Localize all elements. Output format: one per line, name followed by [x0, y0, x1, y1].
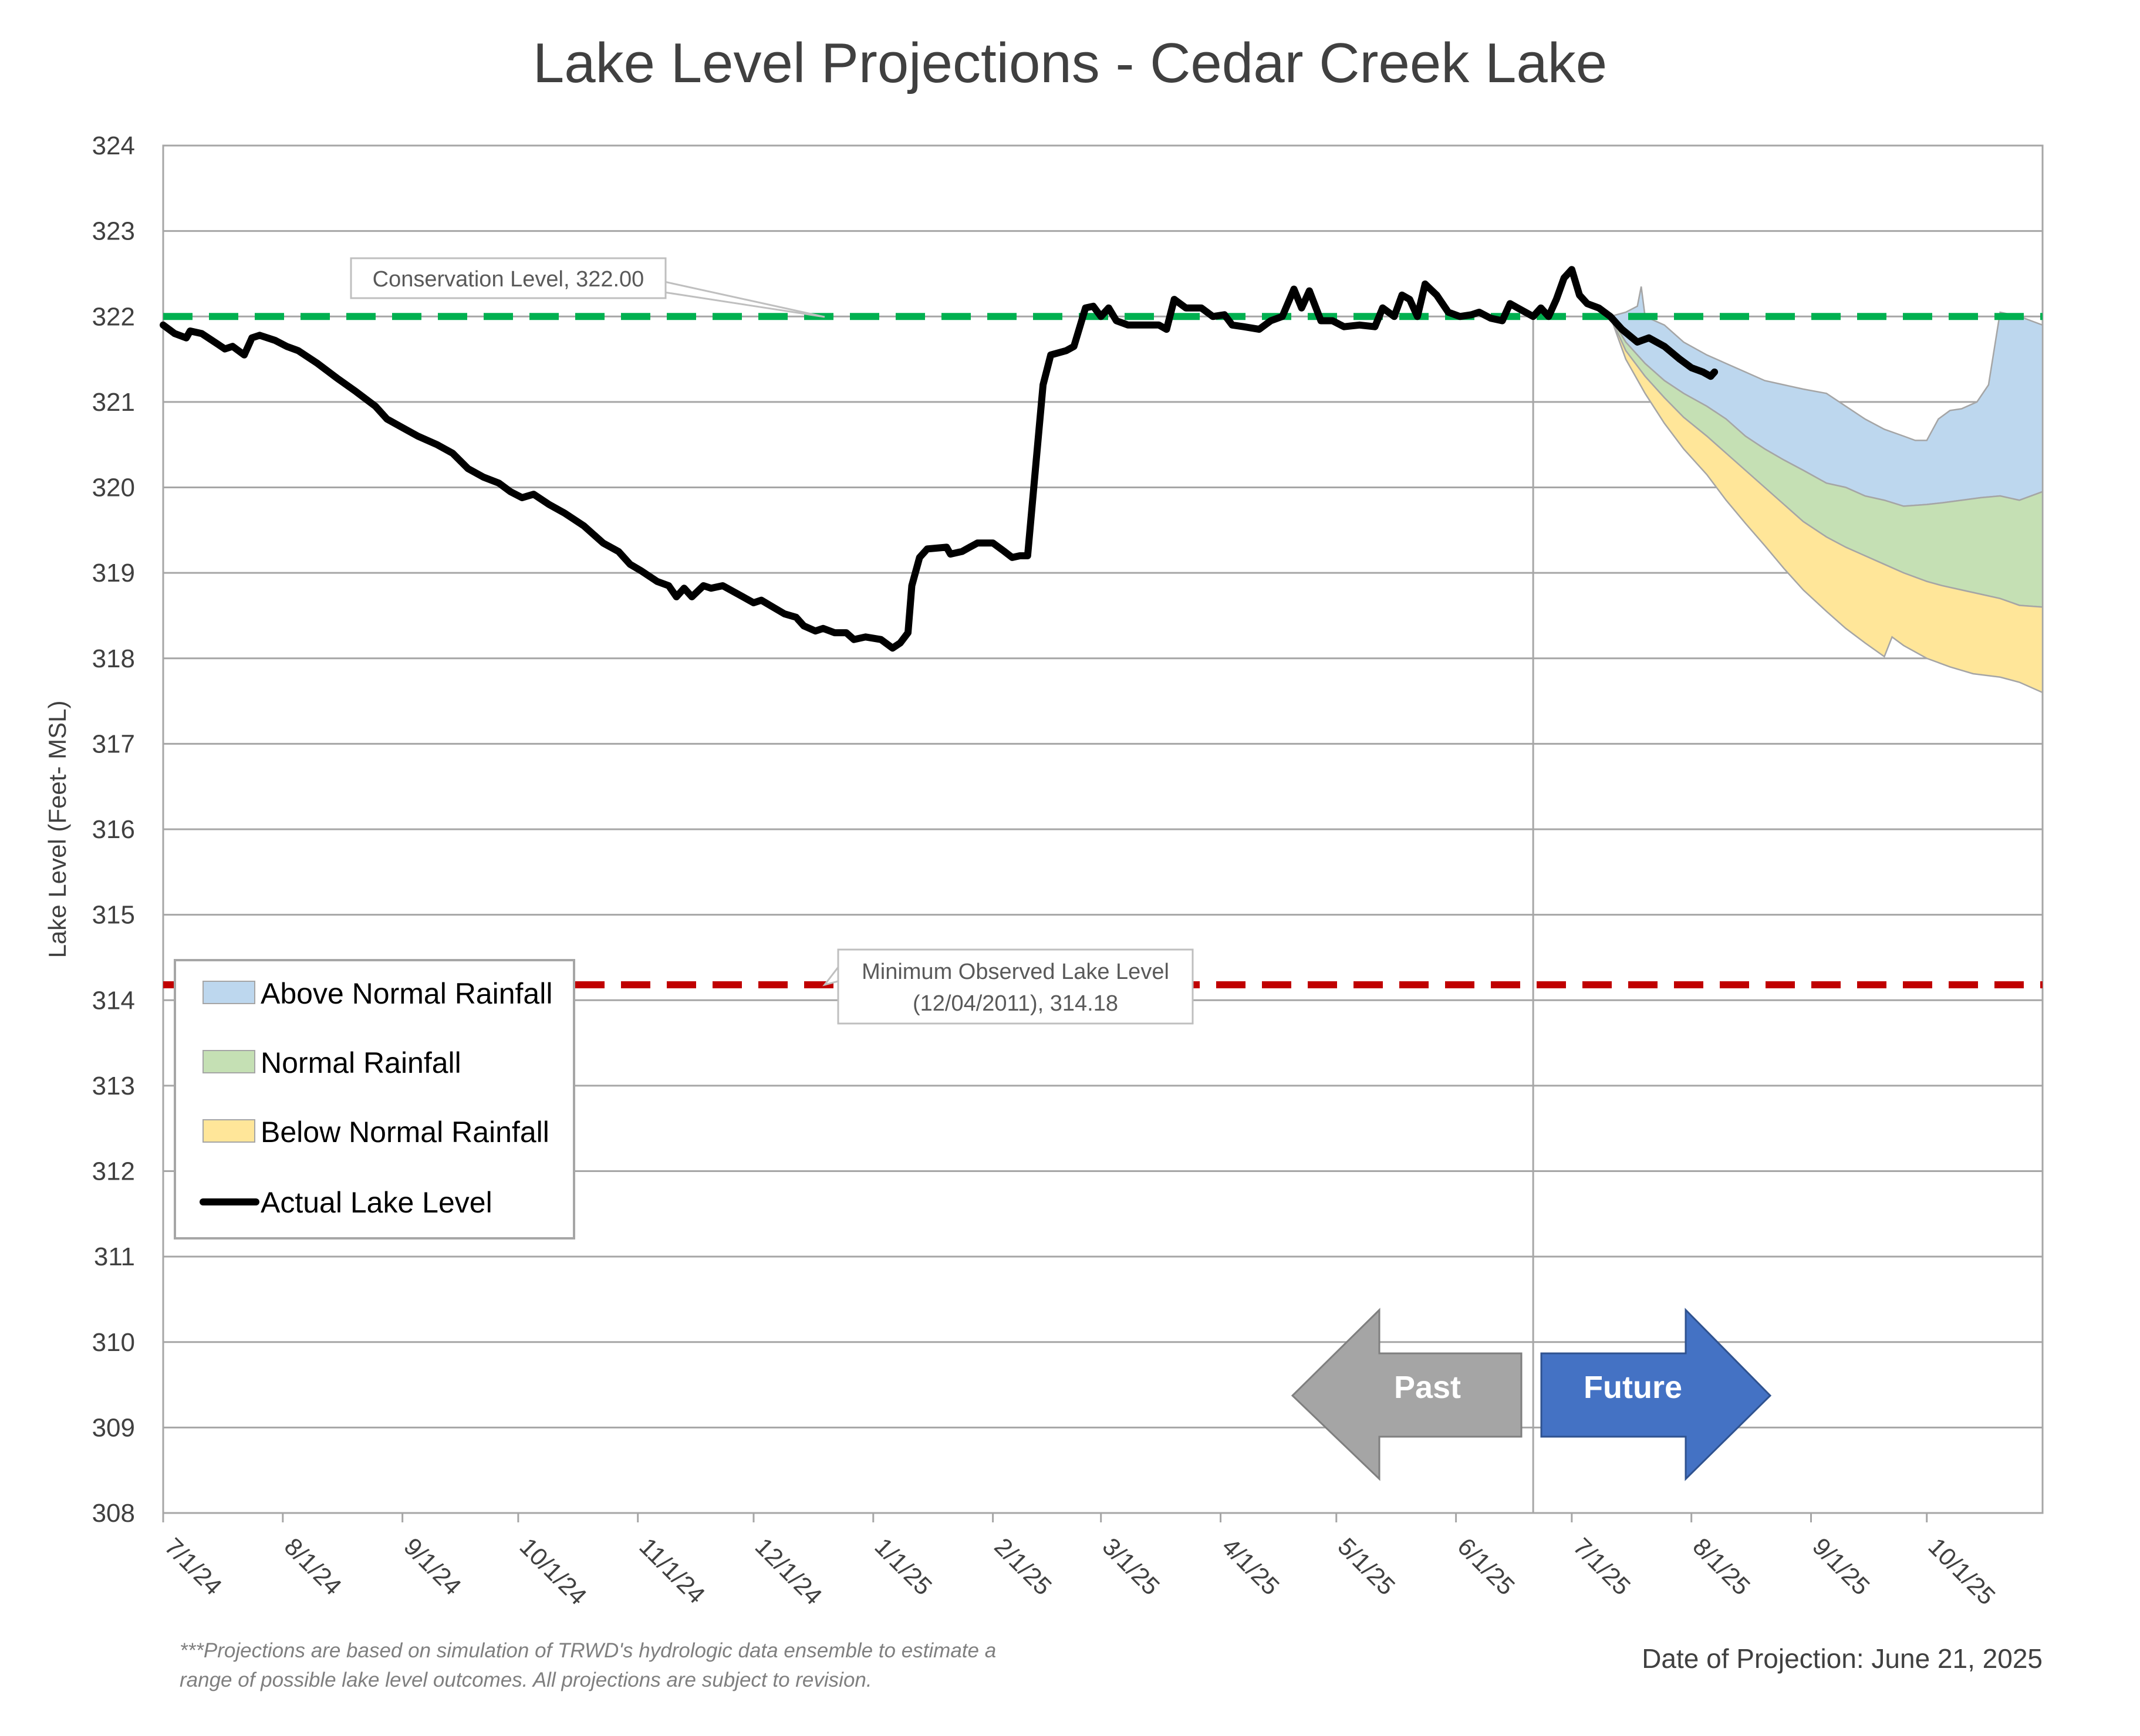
chart-title: Lake Level Projections - Cedar Creek Lak…	[533, 32, 1607, 94]
minimum-callout-line2: (12/04/2011), 314.18	[913, 991, 1118, 1016]
y-tick-label: 323	[92, 217, 135, 246]
y-tick-label: 315	[92, 901, 135, 930]
legend-label-below-normal: Below Normal Rainfall	[261, 1116, 549, 1149]
band-below-normal-rainfall	[1609, 316, 2044, 694]
y-tick-label: 321	[92, 388, 135, 417]
past-arrow-label: Past	[1394, 1370, 1461, 1405]
legend-label-normal: Normal Rainfall	[261, 1046, 461, 1079]
minimum-callout: Minimum Observed Lake Level (12/04/2011)…	[822, 948, 1194, 1025]
legend-swatch-above-normal	[202, 981, 255, 1004]
y-tick-label: 318	[92, 644, 135, 673]
y-tick-label: 312	[92, 1157, 135, 1186]
past-arrow: Past	[1291, 1308, 1523, 1481]
y-tick-label: 314	[92, 986, 135, 1015]
y-tick-label: 320	[92, 474, 135, 502]
minimum-callout-line1: Minimum Observed Lake Level	[862, 960, 1169, 984]
footnote-line1: ***Projections are based on simulation o…	[180, 1639, 996, 1662]
y-axis-ticks: 308 309 310 311 312 313 314 315 316 317 318 319 320 3…	[92, 131, 135, 1528]
y-tick-label: 308	[92, 1499, 135, 1528]
projection-date-text: Date of Projection: June 21, 2025	[1642, 1643, 2043, 1674]
y-axis-title: Lake Level (Feet- MSL)	[43, 701, 71, 958]
legend-swatch-normal	[202, 1050, 255, 1073]
y-tick-label: 316	[92, 815, 135, 844]
legend-label-above-normal: Above Normal Rainfall	[261, 977, 552, 1010]
projection-bands	[1609, 286, 2044, 694]
legend: Above Normal Rainfall Normal Rainfall Be…	[174, 959, 575, 1239]
y-tick-label: 317	[92, 729, 135, 758]
y-tick-label: 313	[92, 1072, 135, 1100]
actual-lake-level-line	[160, 266, 1719, 652]
footnote-line2: range of possible lake level outcomes. A…	[180, 1669, 872, 1691]
conservation-callout-box	[350, 257, 667, 299]
future-arrow-shape	[1540, 1308, 1772, 1481]
future-arrow-label: Future	[1584, 1370, 1682, 1405]
minimum-callout-box	[837, 948, 1194, 1025]
legend-swatch-below-normal	[202, 1119, 255, 1143]
conservation-callout: Conservation Level, 322.00	[350, 257, 825, 318]
y-tick-label: 310	[92, 1328, 135, 1357]
legend-box	[174, 959, 575, 1239]
y-tick-label: 322	[92, 302, 135, 331]
conservation-callout-text: Conservation Level, 322.00	[373, 267, 644, 292]
y-tick-label: 324	[92, 131, 135, 160]
y-tick-label: 309	[92, 1413, 135, 1442]
y-tick-label: 311	[94, 1242, 135, 1271]
past-arrow-shape	[1291, 1308, 1523, 1481]
future-arrow: Future	[1540, 1308, 1772, 1481]
legend-label-actual: Actual Lake Level	[261, 1186, 492, 1219]
y-tick-label: 319	[92, 559, 135, 587]
